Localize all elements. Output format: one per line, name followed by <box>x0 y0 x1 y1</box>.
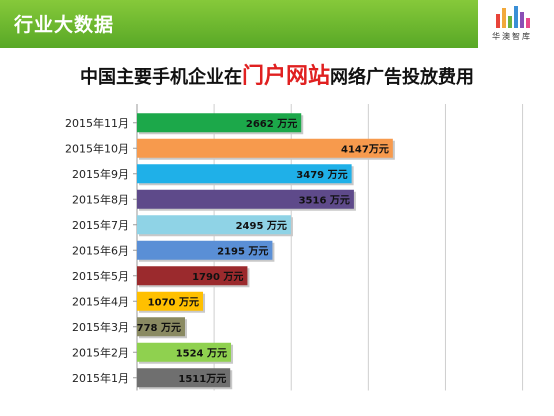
bar <box>137 368 231 388</box>
category-label: 2015年3月 <box>72 320 129 334</box>
data-label: 1524 万元 <box>176 347 227 359</box>
bar <box>137 113 302 133</box>
category-label: 2015年2月 <box>72 345 129 359</box>
header-title: 行业大数据 <box>14 14 115 36</box>
bar <box>137 291 204 311</box>
logo-text: 华澳智库 <box>492 32 532 41</box>
bar <box>137 164 352 184</box>
category-label: 2015年7月 <box>72 218 129 232</box>
category-label: 2015年5月 <box>72 269 129 283</box>
data-label: 1070 万元 <box>148 296 199 308</box>
bar <box>137 342 232 362</box>
category-label: 2015年1月 <box>72 371 129 385</box>
data-label: 2662 万元 <box>246 118 297 130</box>
category-label: 2015年9月 <box>72 167 129 181</box>
data-label: 1511万元 <box>178 373 226 385</box>
bar <box>137 317 185 337</box>
logo: 华澳智库 <box>478 0 554 48</box>
bar <box>137 189 354 209</box>
category-label: 2015年8月 <box>72 192 129 206</box>
data-label: 778 万元 <box>137 322 181 334</box>
chart-title-highlight: 门户网站 <box>241 64 330 89</box>
bar-logo-icon <box>496 6 530 28</box>
chart-title-suffix: 网络广告投放费用 <box>330 67 474 88</box>
bar <box>137 215 291 235</box>
category-label: 2015年10月 <box>65 141 129 155</box>
category-label: 2015年6月 <box>72 243 129 257</box>
category-label: 2015年4月 <box>72 294 129 308</box>
data-label: 2495 万元 <box>236 220 287 232</box>
chart-title: 中国主要手机企业在门户网站网络广告投放费用 <box>0 58 554 90</box>
data-label: 3516 万元 <box>299 194 350 206</box>
bar <box>137 138 393 158</box>
bar-chart: 2015年11月 2662 万元 2015年10月 4147万元 2015年9月 3479… <box>65 104 524 391</box>
bar <box>137 266 248 286</box>
bar <box>137 240 273 260</box>
data-label: 3479 万元 <box>296 169 347 181</box>
data-label: 4147万元 <box>341 143 389 155</box>
data-label: 1790 万元 <box>192 271 243 283</box>
header-bar: 行业大数据 华澳智库 <box>0 0 554 48</box>
category-label: 2015年11月 <box>65 116 129 130</box>
chart-title-prefix: 中国主要手机企业在 <box>79 67 242 88</box>
data-label: 2195 万元 <box>217 245 268 257</box>
